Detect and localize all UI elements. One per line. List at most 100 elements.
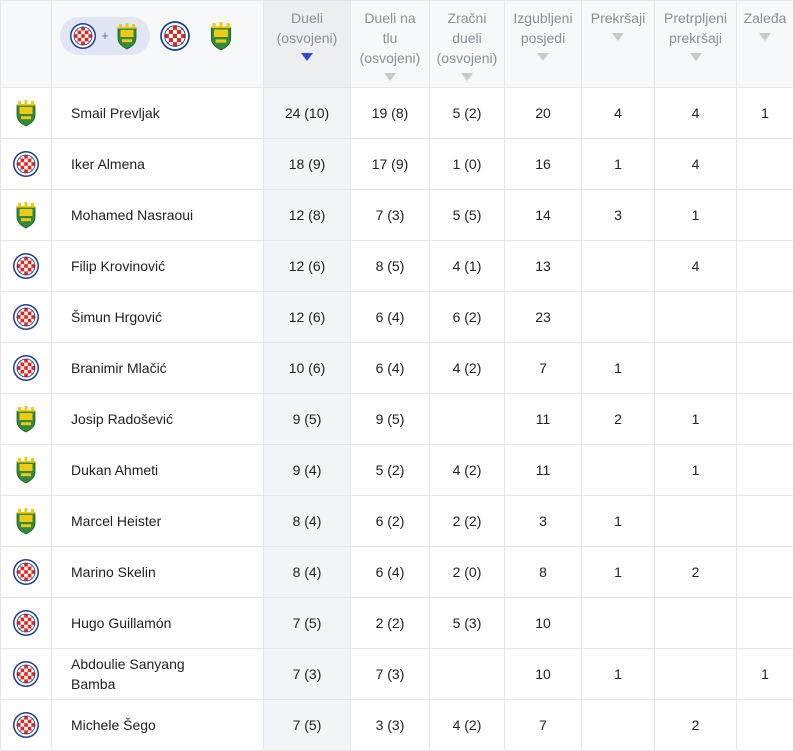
stat-ground: 6 (2) [351,496,430,547]
stat-fouled: 1 [655,394,737,445]
sort-arrow-icon[interactable] [384,73,396,81]
filter-istra-button[interactable] [202,17,240,55]
hajduk-crest-icon [12,558,40,586]
column-header-label: Pretrpljeni [664,8,727,28]
stat-offsides: 1 [737,649,793,700]
player-name[interactable]: Abdoulie Sanyang Bamba [52,649,264,700]
stat-duels: 7 (5) [264,598,351,649]
column-header-label: Zračni [448,8,487,28]
stat-lost: 14 [505,190,582,241]
player-name[interactable]: Šimun Hrgović [52,292,264,343]
header-blank [1,1,52,88]
istra-crest-icon [206,21,236,51]
player-name[interactable]: Josip Radošević [52,394,264,445]
team-filter-header: + [52,1,264,88]
stat-lost: 20 [505,88,582,139]
team-logo-cell [1,394,52,445]
player-name[interactable]: Filip Krovinović [52,241,264,292]
column-header-duels[interactable]: Dueli(osvojeni) [264,1,351,88]
sort-arrow-icon[interactable] [612,33,624,41]
team-logo-cell [1,190,52,241]
column-header-label: Zaleđa [744,8,787,28]
player-name[interactable]: Dukan Ahmeti [52,445,264,496]
stat-ground: 9 (5) [351,394,430,445]
stat-fouls: 1 [582,649,655,700]
hajduk-crest-icon [12,252,40,280]
player-name[interactable]: Marcel Heister [52,496,264,547]
column-header-label: Izgubljeni [513,8,572,28]
stat-fouls: 3 [582,190,655,241]
team-logo-cell [1,649,52,700]
player-name[interactable]: Hugo Guillamón [52,598,264,649]
stat-duels: 12 (6) [264,241,351,292]
sort-arrow-icon[interactable] [690,53,702,61]
team-logo-cell [1,139,52,190]
stat-ground: 3 (3) [351,700,430,751]
stat-fouls [582,445,655,496]
stat-duels: 24 (10) [264,88,351,139]
stat-aerial [430,649,505,700]
column-header-label: dueli [452,28,482,48]
stat-lost: 3 [505,496,582,547]
stat-fouls [582,700,655,751]
stat-offsides [737,700,793,751]
team-logo-cell [1,241,52,292]
team-logo-cell [1,547,52,598]
stat-duels: 7 (3) [264,649,351,700]
stat-offsides [737,394,793,445]
stat-fouled [655,649,737,700]
stat-aerial: 2 (0) [430,547,505,598]
stat-duels: 18 (9) [264,139,351,190]
stat-offsides [737,598,793,649]
player-name[interactable]: Iker Almena [52,139,264,190]
stat-aerial: 4 (2) [430,343,505,394]
team-logo-cell [1,598,52,649]
column-header-label: (osvojeni) [360,48,421,68]
sort-arrow-icon[interactable] [537,53,549,61]
sort-arrow-icon[interactable] [461,73,473,81]
stat-offsides [737,547,793,598]
stat-fouled: 4 [655,139,737,190]
stat-fouled: 4 [655,88,737,139]
player-name[interactable]: Michele Šego [52,700,264,751]
filter-both-teams-button[interactable]: + [60,17,150,55]
column-header-label: prekršaji [669,28,722,48]
stat-fouls: 1 [582,139,655,190]
player-name[interactable]: Marino Skelin [52,547,264,598]
sort-arrow-icon[interactable] [301,53,313,61]
stat-lost: 11 [505,394,582,445]
player-name[interactable]: Mohamed Nasraoui [52,190,264,241]
team-logo-cell [1,445,52,496]
column-header-label: (osvojeni) [277,28,338,48]
stat-fouled [655,292,737,343]
stat-offsides [737,241,793,292]
sort-arrow-icon[interactable] [759,33,771,41]
istra-crest-icon [12,507,40,535]
stat-aerial [430,394,505,445]
column-header-fouls[interactable]: Prekršaji [582,1,655,88]
stat-offsides: 1 [737,88,793,139]
column-header-offsides[interactable]: Zaleđa [737,1,793,88]
player-name[interactable]: Smail Prevljak [52,88,264,139]
player-name[interactable]: Branimir Mlačić [52,343,264,394]
filter-hajduk-button[interactable] [156,17,194,55]
